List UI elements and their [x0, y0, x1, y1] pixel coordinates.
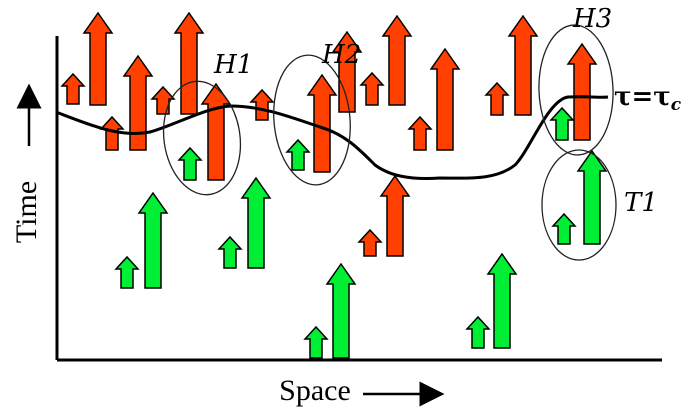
curve-label-subscript: c — [671, 95, 682, 115]
red-up-arrow-19 — [566, 42, 598, 141]
red-up-arrow-15 — [379, 174, 411, 257]
group-h1-ellipse — [162, 80, 242, 196]
green-up-arrow-28 — [240, 176, 272, 269]
red-up-arrow-10 — [331, 30, 363, 113]
group-label-h1: H1 — [213, 50, 253, 80]
group-t1-ellipse — [541, 149, 617, 261]
green-up-arrow-26 — [137, 191, 169, 289]
curve-label-tau-c: τ — [653, 82, 671, 112]
red-up-arrow-2 — [82, 11, 114, 106]
x-axis-label: Space — [279, 374, 351, 407]
red-up-arrow-16 — [357, 228, 383, 257]
red-up-arrow-11 — [359, 71, 385, 106]
curve-label: τ=τc — [614, 82, 682, 115]
green-up-arrow-20 — [177, 146, 203, 181]
red-up-arrow-5 — [150, 85, 176, 115]
green-up-arrow-31 — [465, 315, 491, 349]
group-label-t1: T1 — [624, 188, 658, 218]
green-up-arrow-25 — [114, 255, 140, 289]
red-up-arrow-4 — [122, 54, 154, 151]
red-up-arrow-12 — [381, 14, 413, 106]
red-up-arrow-8 — [249, 88, 275, 121]
arrow-layer — [60, 11, 608, 359]
green-up-arrow-22 — [549, 106, 575, 141]
green-up-arrow-24 — [576, 149, 608, 245]
curve-label-equals: = — [632, 82, 654, 112]
red-up-arrow-1 — [60, 72, 86, 105]
red-up-arrow-18 — [507, 14, 539, 116]
red-up-arrow-17 — [484, 81, 510, 116]
green-up-arrow-29 — [303, 325, 329, 359]
green-up-arrow-30 — [325, 262, 357, 359]
green-up-arrow-32 — [486, 252, 518, 349]
group-h3-ellipse — [538, 24, 614, 156]
group-label-h2: H2 — [321, 40, 361, 70]
y-axis-label: Time — [10, 181, 43, 243]
green-up-arrow-27 — [217, 235, 243, 269]
curve-label-tau: τ — [614, 82, 632, 112]
red-up-arrow-14 — [429, 47, 461, 151]
red-up-arrow-9 — [306, 73, 338, 173]
green-up-arrow-21 — [285, 138, 311, 171]
group-label-h3: H3 — [572, 4, 612, 34]
red-up-arrow-6 — [173, 11, 205, 115]
group-h2-ellipse — [273, 54, 351, 186]
red-up-arrow-13 — [407, 115, 433, 151]
green-up-arrow-23 — [551, 212, 577, 245]
